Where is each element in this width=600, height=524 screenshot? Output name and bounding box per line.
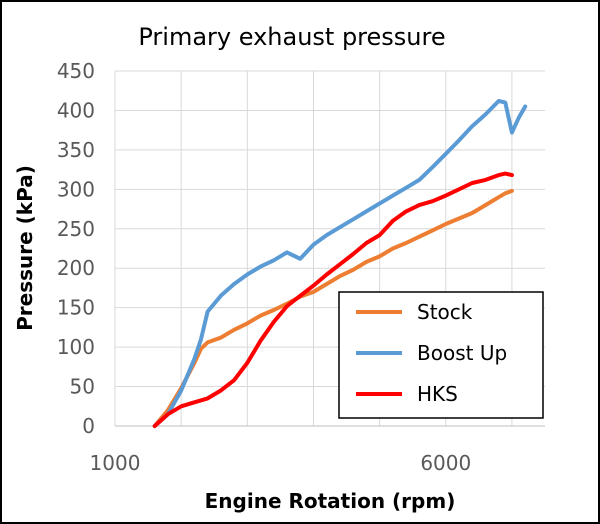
- legend: Stock Boost Up HKS: [338, 291, 544, 419]
- x-tick-label: 1000: [90, 451, 141, 475]
- y-tick-label: 400: [57, 98, 95, 122]
- x-axis-title: Engine Rotation (rpm): [205, 489, 456, 513]
- y-tick-label: 0: [82, 414, 95, 438]
- series-group: [152, 99, 528, 428]
- y-tick-label: 350: [57, 138, 95, 162]
- y-tick-label: 250: [57, 217, 95, 241]
- series-line-hks: [152, 171, 514, 428]
- legend-label-stock: Stock: [417, 300, 473, 324]
- x-axis-ticks: 1000 6000: [90, 451, 472, 475]
- y-tick-label: 200: [57, 256, 95, 280]
- y-axis-ticks: 0 50 100 150 200 250 300 350 400 450: [57, 59, 95, 438]
- series-line-boost-up: [152, 99, 528, 428]
- chart-title: Primary exhaust pressure: [138, 23, 445, 51]
- y-tick-label: 50: [70, 375, 95, 399]
- y-axis-title: Pressure (kPa): [13, 165, 37, 331]
- legend-label-boost-up: Boost Up: [417, 341, 507, 365]
- series-line-stock: [152, 188, 514, 428]
- y-tick-label: 450: [57, 59, 95, 83]
- y-tick-label: 300: [57, 177, 95, 201]
- y-tick-label: 150: [57, 296, 95, 320]
- legend-label-hks: HKS: [417, 382, 458, 406]
- x-tick-label: 6000: [420, 451, 471, 475]
- y-tick-label: 100: [57, 335, 95, 359]
